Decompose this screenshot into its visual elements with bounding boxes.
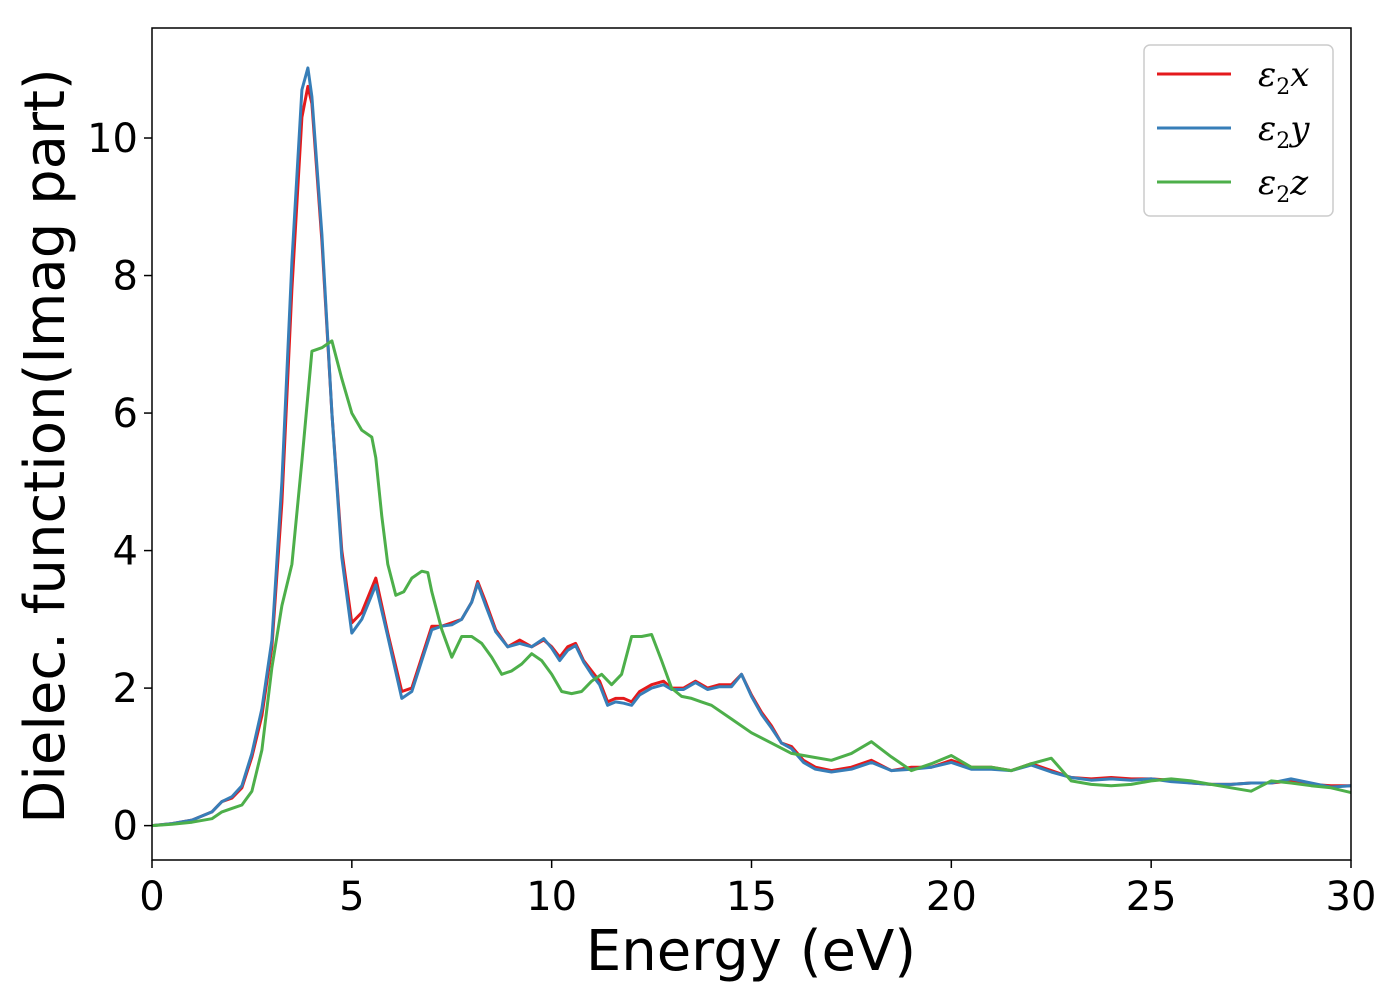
series-line-y <box>151 66 1352 828</box>
y-tick-label: 2 <box>113 666 138 712</box>
legend-label-x: ε2x <box>1258 55 1309 100</box>
x-tick-label: 25 <box>1126 874 1177 920</box>
x-axis-title: Energy (eV) <box>586 919 916 984</box>
x-tick-label: 15 <box>726 874 777 920</box>
y-tick-label: 0 <box>113 804 138 850</box>
legend-label-z: ε2z <box>1258 163 1309 208</box>
tick-layer: 0 5 10 15 20 25 30 0 2 4 6 8 10 <box>87 116 1376 920</box>
y-tick-label: 8 <box>113 254 138 300</box>
x-tick-label: 5 <box>339 874 364 920</box>
y-tick-label: 6 <box>113 391 138 437</box>
x-tick-label: 20 <box>926 874 977 920</box>
series-line-z <box>151 339 1352 828</box>
legend: ε2x ε2y ε2z <box>1143 44 1334 217</box>
y-tick-label: 4 <box>113 529 138 575</box>
y-tick-label: 10 <box>87 116 138 162</box>
legend-box <box>1143 44 1334 217</box>
legend-label-y: ε2y <box>1258 109 1310 154</box>
series-layer <box>151 66 1352 828</box>
x-tick-label: 10 <box>526 874 577 920</box>
y-axis-title: Dielec. function(Imag part) <box>13 68 78 824</box>
x-tick-label: 30 <box>1326 874 1377 920</box>
x-tick-label: 0 <box>139 874 164 920</box>
